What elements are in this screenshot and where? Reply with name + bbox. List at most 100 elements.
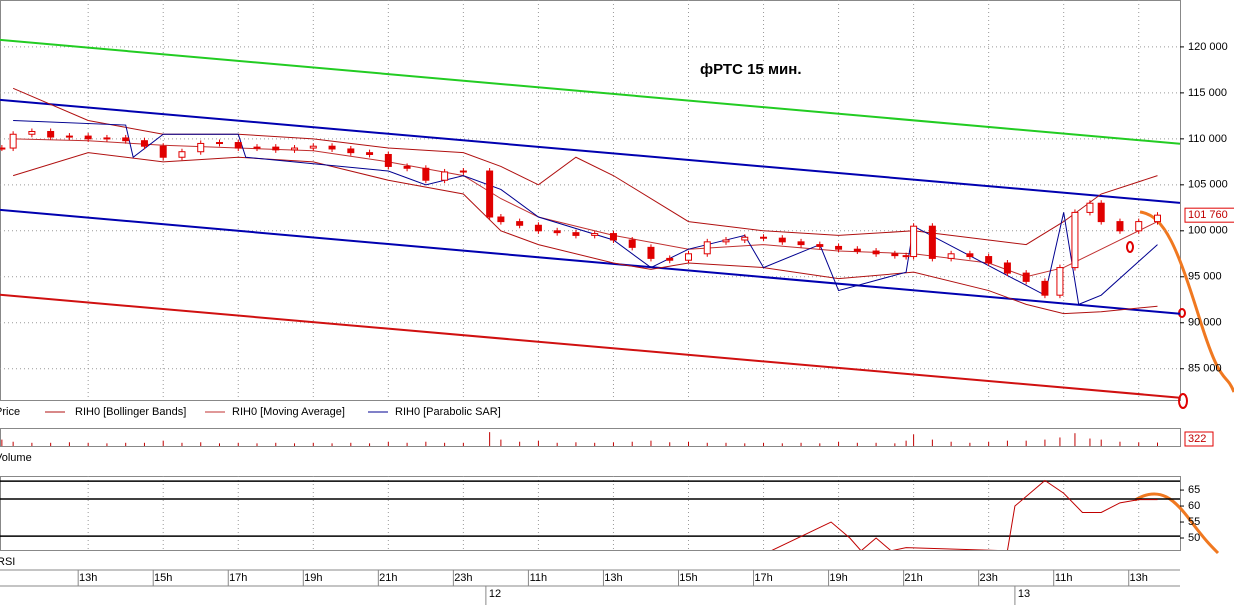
rsi-tick-label: 65 (1188, 484, 1200, 496)
candle (910, 225, 918, 258)
x-tick-label: 23h (979, 572, 997, 584)
x-tick-label: 17h (754, 572, 772, 584)
candle (103, 137, 111, 140)
candle (591, 233, 599, 236)
candle (291, 147, 299, 151)
price-panel (0, 0, 1181, 401)
x-tick-label: 15h (679, 572, 697, 584)
candle (253, 146, 261, 149)
candle (741, 236, 749, 241)
candle (609, 233, 617, 241)
day-tick-label: 12 (489, 588, 501, 600)
forecast-arrow (1134, 492, 1220, 555)
candle (516, 221, 524, 226)
candle (0, 147, 6, 150)
candle (403, 165, 411, 169)
candle (722, 239, 730, 243)
candle (47, 130, 55, 138)
candle (234, 142, 242, 149)
candle (215, 142, 223, 145)
legend-label: RIH0 [Moving Average] (232, 406, 345, 418)
candle (1116, 221, 1124, 232)
candle (9, 133, 17, 149)
x-tick-label: 13h (79, 572, 97, 584)
candle (441, 171, 449, 181)
rsi-panel (0, 476, 1181, 551)
trend-line (0, 38, 1180, 145)
candle (902, 255, 910, 258)
candle (891, 253, 899, 257)
candle (309, 145, 317, 149)
candle (853, 248, 861, 252)
candle (835, 245, 843, 250)
candle (486, 170, 494, 218)
candle (760, 236, 768, 239)
x-tick-label: 15h (154, 572, 172, 584)
candle (572, 232, 580, 236)
trend-line (0, 293, 1180, 399)
candle (928, 225, 936, 259)
x-tick-label: 19h (829, 572, 847, 584)
x-tick-label: 11h (530, 572, 548, 584)
candle (1022, 272, 1030, 282)
candle (966, 253, 974, 258)
y-tick-label: 95 000 (1188, 271, 1222, 283)
legend-label: RIH0 [Bollinger Bands] (75, 406, 186, 418)
candle (347, 148, 355, 154)
candle (159, 145, 167, 158)
x-tick-label: 21h (904, 572, 922, 584)
candle (1097, 202, 1105, 223)
candle (140, 140, 148, 147)
candle (778, 237, 786, 243)
candle (272, 146, 280, 151)
trend-line (0, 208, 1180, 315)
rsi-plot (0, 479, 1180, 550)
candle (1153, 214, 1161, 223)
candle (384, 153, 392, 167)
candle (797, 241, 805, 246)
y-tick-label: 90 000 (1188, 317, 1222, 329)
y-tick-label: 110 000 (1188, 133, 1227, 145)
candle (197, 142, 205, 153)
x-tick-label: 23h (454, 572, 472, 584)
x-tick-label: 13h (604, 572, 622, 584)
rsi-label: RSI (0, 556, 15, 568)
candle (553, 230, 561, 234)
candle (28, 130, 36, 135)
y-tick-label: 115 000 (1188, 87, 1227, 99)
candle (985, 256, 993, 264)
candle (684, 253, 692, 261)
candle (872, 250, 880, 255)
candle (1086, 202, 1094, 213)
candle (459, 170, 467, 173)
price-tag (1184, 207, 1234, 223)
candle (666, 257, 674, 261)
candle (328, 145, 336, 150)
candle (647, 246, 655, 259)
y-tick-label: 85 000 (1188, 363, 1222, 375)
candle (497, 216, 505, 223)
x-tick-label: 13h (1130, 572, 1148, 584)
price-plot (0, 0, 1180, 400)
x-tick-label: 11h (1055, 572, 1073, 584)
volume-tag-label: 322 (1188, 433, 1206, 445)
candle (1003, 262, 1011, 274)
candle (628, 239, 636, 248)
volume-panel (0, 428, 1181, 447)
candle (422, 167, 430, 181)
trend-line (0, 98, 1180, 204)
candle (703, 241, 711, 255)
y-tick-label: 100 000 (1188, 225, 1228, 237)
x-tick-label: 19h (304, 572, 322, 584)
legend-label: Price (0, 406, 20, 418)
bollinger-upper (12, 87, 1158, 246)
rsi-line (771, 479, 1158, 550)
candle (534, 224, 542, 232)
volume-tag (1184, 431, 1214, 447)
y-tick-label: 120 000 (1188, 41, 1228, 53)
candle (84, 135, 92, 140)
rsi-tick-label: 60 (1188, 500, 1200, 512)
candle (178, 151, 186, 158)
candle (1071, 211, 1079, 269)
